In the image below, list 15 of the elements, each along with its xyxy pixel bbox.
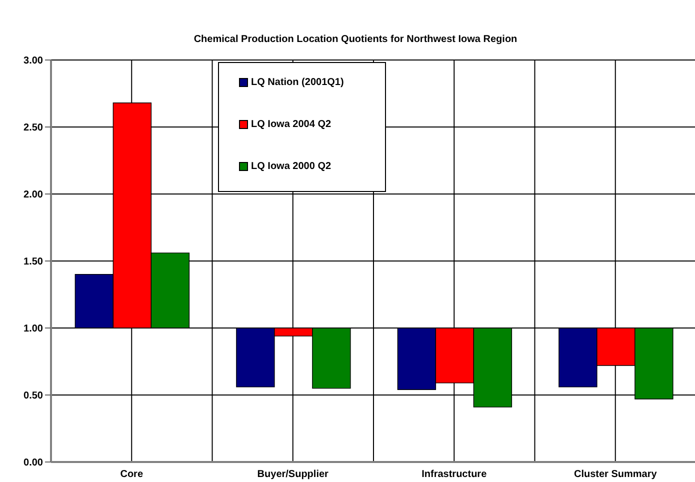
x-tick-label: Infrastructure — [422, 469, 488, 480]
y-tick-label: 2.50 — [24, 122, 44, 134]
legend-label: LQ Iowa 2000 Q2 — [251, 161, 332, 172]
y-tick-label: 0.00 — [24, 458, 44, 469]
y-tick-label: 1.00 — [24, 324, 44, 335]
legend-label: LQ Nation (2001Q1) — [251, 77, 344, 88]
y-tick-label: 3.00 — [24, 56, 44, 67]
y-tick-label: 1.50 — [24, 256, 44, 268]
chart-title: Chemical Production Location Quotients for Northwest Iowa Region — [192, 34, 518, 45]
x-tick-label: Cluster Summary — [574, 469, 658, 480]
legend-label: LQ Iowa 2004 Q2 — [251, 119, 332, 130]
y-tick-label: 2.00 — [24, 190, 44, 201]
y-tick-label: 0.50 — [24, 390, 44, 402]
x-tick-label: Buyer/Supplier — [257, 469, 329, 480]
x-tick-label: Core — [120, 469, 144, 480]
